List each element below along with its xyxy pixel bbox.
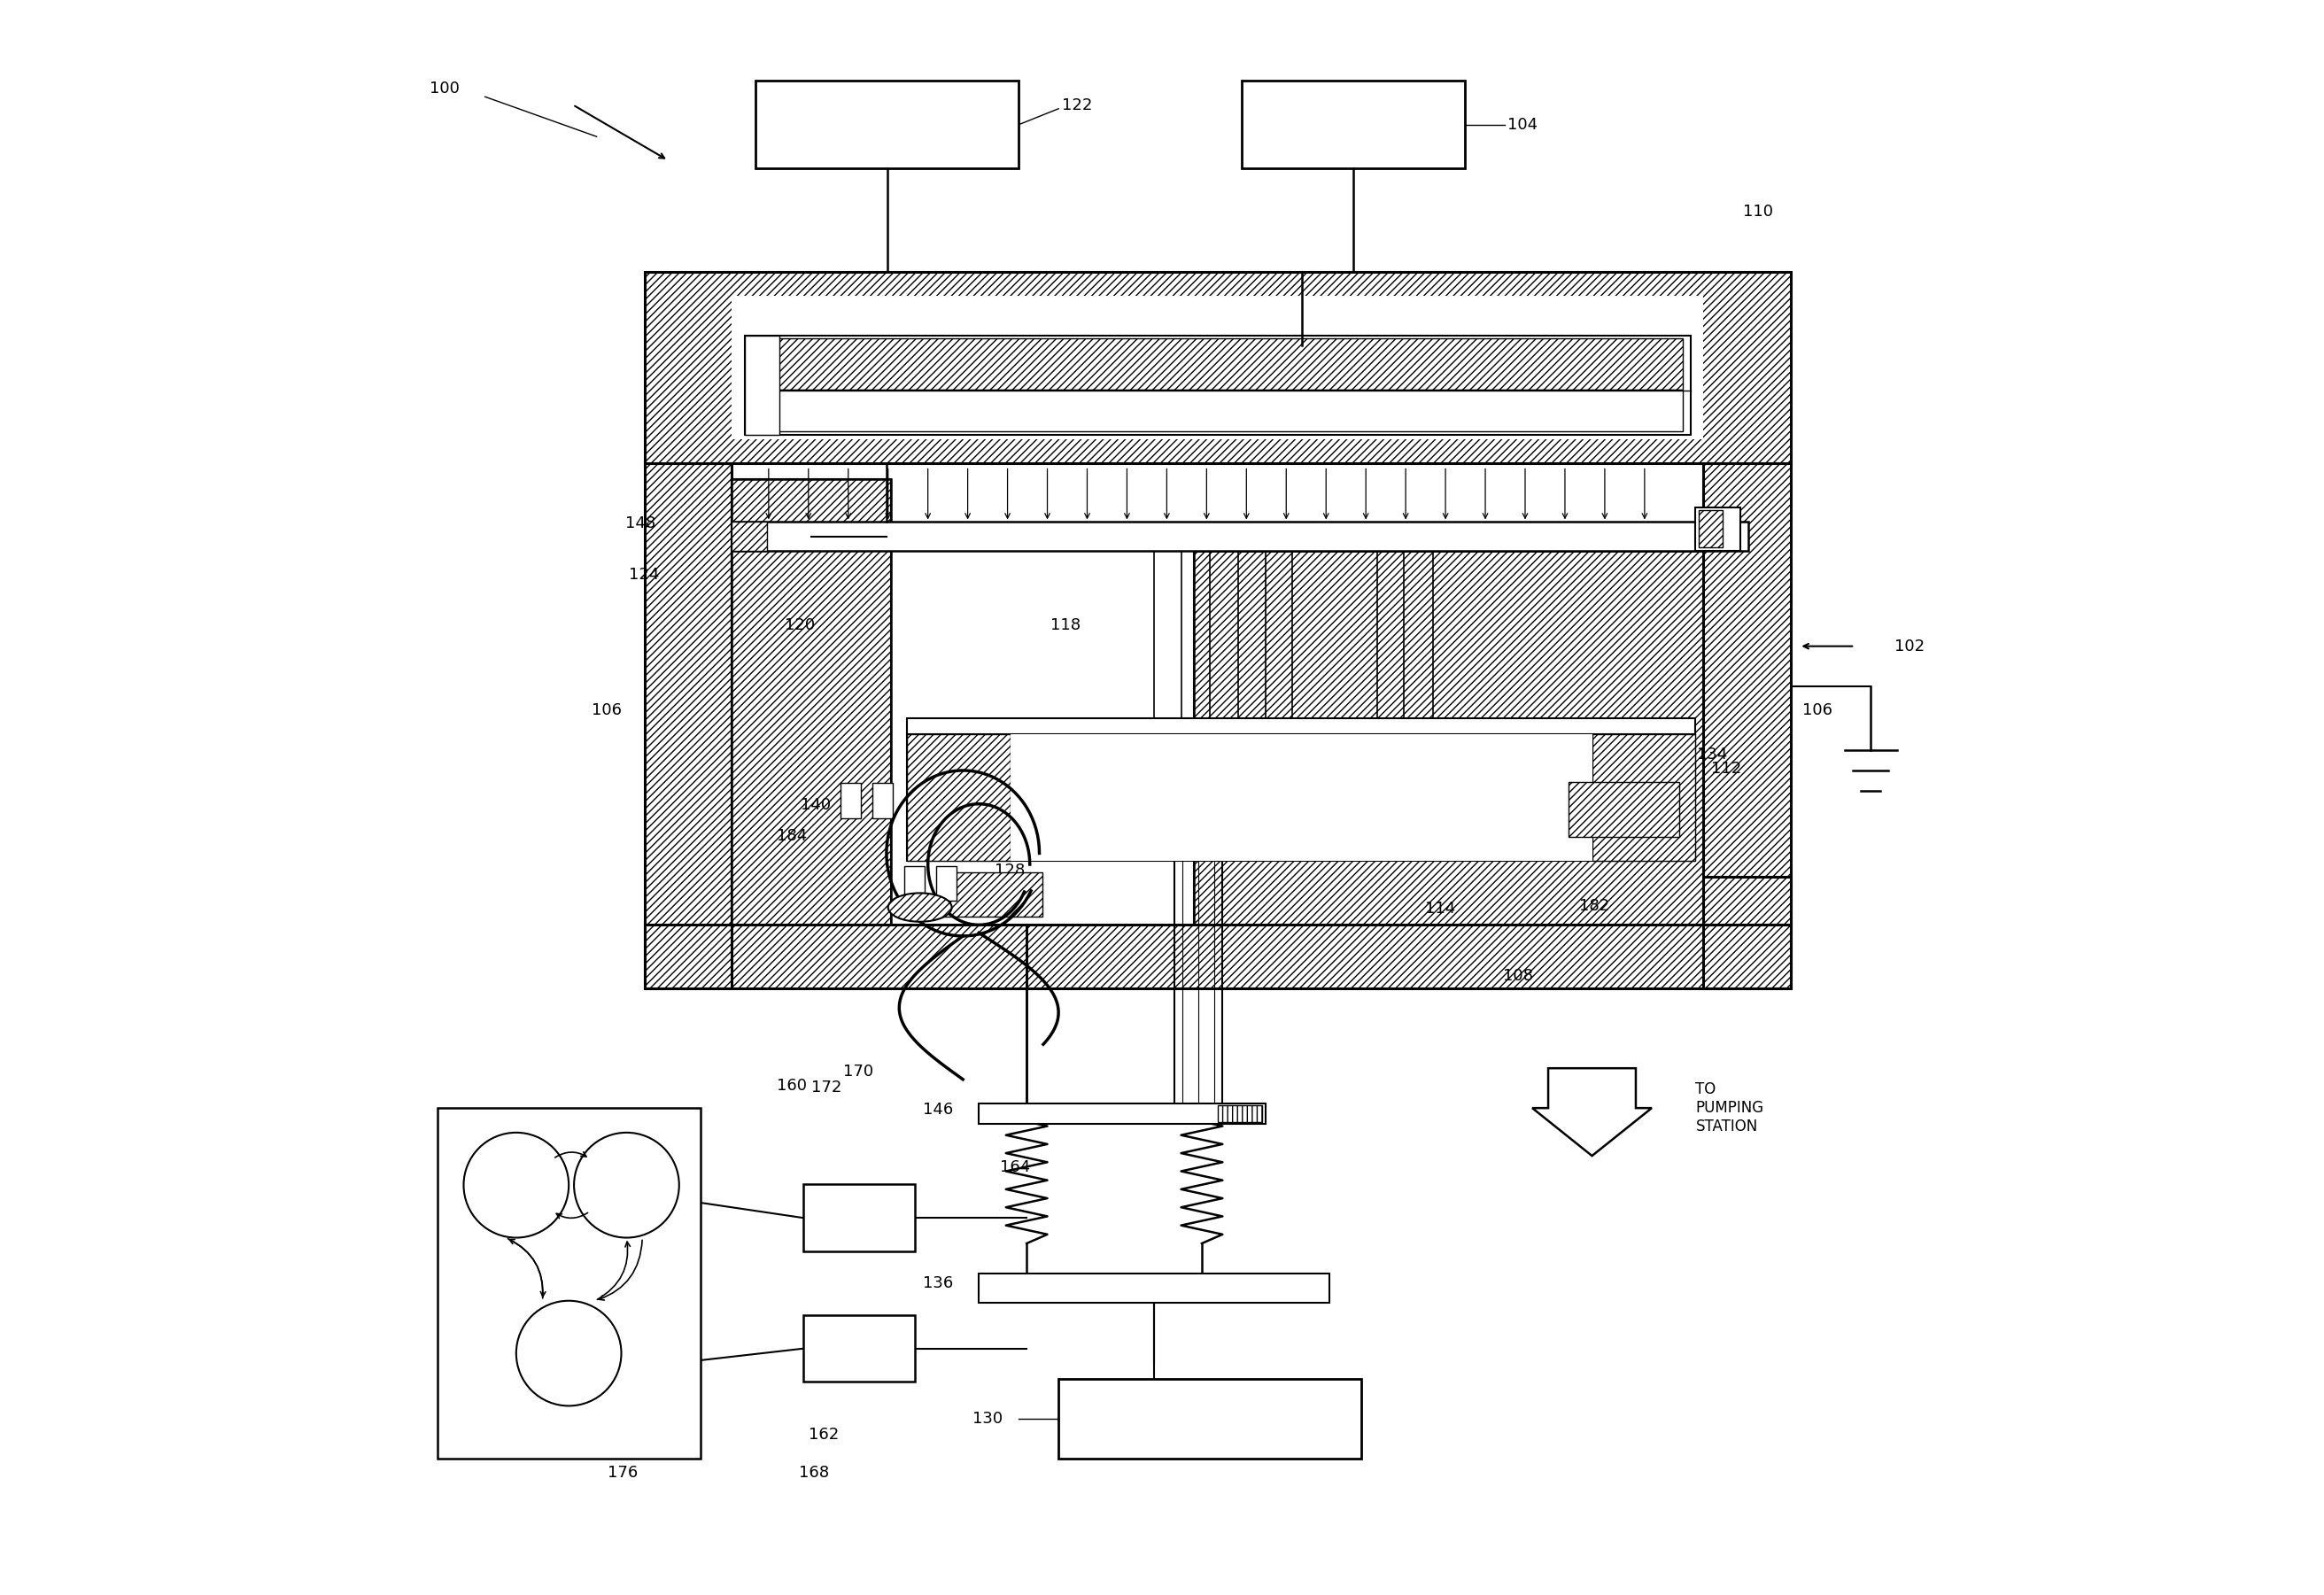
Text: 172: 172 [811,1080,841,1096]
Text: TO
PUMPING
STATION: TO PUMPING STATION [1697,1081,1764,1134]
Bar [904,866,925,901]
Ellipse shape [462,1132,569,1238]
Text: 102: 102 [1894,638,1924,654]
Bar [1011,734,1592,861]
Text: 128: 128 [995,863,1025,879]
Text: 150: 150 [1206,839,1236,855]
Bar [1699,510,1722,547]
Bar [732,478,890,925]
Bar [744,335,1692,434]
Text: 174: 174 [437,1164,467,1180]
Bar [1697,507,1741,550]
Text: 160: 160 [946,842,976,858]
Bar [744,335,781,434]
Text: 100: 100 [430,81,460,97]
Bar [644,273,1792,463]
Text: 138: 138 [1009,777,1039,793]
Bar [1057,1378,1362,1458]
Text: 162: 162 [841,1223,872,1239]
Bar [1703,463,1792,925]
Bar [753,338,1683,389]
Text: 170: 170 [844,1064,874,1080]
Bar [1195,550,1703,925]
Bar [732,295,1703,439]
Bar [644,463,732,989]
Text: 160: 160 [776,1078,806,1094]
Bar [804,1314,916,1381]
Bar [732,522,767,550]
Bar [978,1104,1267,1124]
Bar [1241,81,1464,169]
Text: 176: 176 [609,1464,639,1480]
Bar [1195,550,1703,925]
Text: 110: 110 [1743,204,1773,220]
Text: 142: 142 [1109,844,1139,860]
Text: 148: 148 [625,515,655,531]
Bar [937,866,957,901]
Text: 146: 146 [923,1102,953,1118]
Bar [437,1109,700,1458]
Text: 150: 150 [1592,839,1622,855]
Text: 132: 132 [1362,805,1392,821]
Text: 140: 140 [799,798,830,813]
Text: 108: 108 [1504,968,1534,984]
Bar [1703,877,1792,989]
Text: 116: 116 [1457,805,1487,821]
Text: 136: 136 [923,1276,953,1292]
Bar [644,925,1792,989]
Text: 122: 122 [1062,97,1092,113]
Bar [732,478,890,925]
Bar [939,872,1043,917]
Text: 114: 114 [1425,901,1455,917]
Ellipse shape [574,1132,679,1238]
Bar [1218,1105,1262,1123]
Text: 106: 106 [1801,702,1831,718]
Text: 104: 104 [1508,116,1538,132]
Text: POWER SOURCE: POWER SOURCE [1150,1410,1269,1426]
Text: 164: 164 [999,1160,1030,1176]
Text: 184: 184 [776,828,806,844]
Text: GAS SOURCE: GAS SOURCE [1306,116,1401,132]
Text: 112: 112 [1710,761,1741,777]
Bar [1703,463,1792,925]
Bar [1703,877,1792,989]
Text: 106: 106 [593,702,623,718]
Bar [755,81,1018,169]
Bar [644,925,1792,989]
Bar [978,1274,1329,1303]
Text: 134: 134 [1697,746,1727,762]
Bar [644,273,1792,463]
Bar [841,783,860,818]
Bar [644,463,732,989]
Text: 118: 118 [1050,617,1081,633]
Text: 126: 126 [920,799,951,815]
Text: 162: 162 [809,1426,839,1442]
Bar [732,522,1748,550]
Ellipse shape [516,1302,621,1405]
Bar [906,734,1011,861]
Bar [753,389,1683,431]
FancyArrow shape [1532,1069,1652,1156]
Bar [1592,734,1697,861]
Text: 130: 130 [971,1410,1002,1426]
Text: 124: 124 [627,566,660,582]
Bar [872,783,892,818]
Text: POWER SOURCE: POWER SOURCE [827,116,948,132]
Text: 144: 144 [1090,804,1120,820]
Ellipse shape [888,893,953,922]
Text: 182: 182 [1580,898,1611,914]
Bar [804,1185,916,1252]
Bar [1569,782,1680,837]
Bar [906,734,1697,861]
Bar [906,718,1697,734]
Text: 120: 120 [786,617,816,633]
Text: 168: 168 [799,1464,830,1480]
